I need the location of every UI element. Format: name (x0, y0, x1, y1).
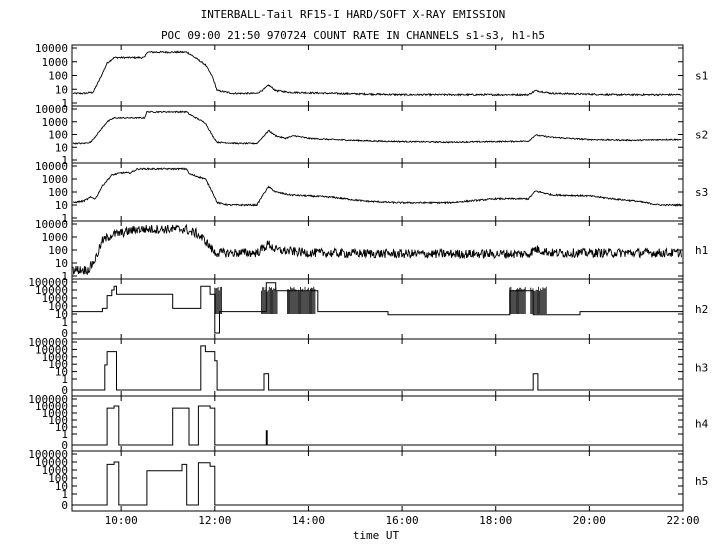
y-tick-label: 1000 (42, 116, 69, 129)
series-h2-burst (214, 286, 222, 314)
series-h4 (72, 405, 683, 446)
panel-frame-s2 (71, 105, 684, 164)
y-tick-label: 1 (61, 373, 68, 386)
y-tick-label: 1 (61, 488, 68, 501)
channel-label-h3: h3 (695, 362, 708, 375)
y-tick-label: 10 (55, 366, 68, 379)
series-h2-burst (530, 286, 547, 314)
y-tick-label: 1000 (42, 173, 69, 186)
series-h2 (72, 282, 683, 334)
y-tick-label: 100 (48, 300, 68, 313)
panel-frame-h4 (71, 395, 684, 452)
y-tick-label: 10 (55, 480, 68, 493)
x-tick-label: 20:00 (573, 514, 606, 527)
y-tick-label: 1000 (42, 351, 69, 364)
panel-frame-h3 (71, 338, 684, 397)
y-tick-label: 100 (48, 186, 68, 199)
y-tick-label: 10000 (35, 284, 68, 297)
y-tick-label: 10000 (35, 218, 68, 231)
y-tick-label: 0 (61, 327, 68, 340)
y-tick-label: 100 (48, 129, 68, 142)
y-tick-label: 100 (48, 472, 68, 485)
panel-frame-s1 (71, 44, 684, 107)
y-tick-label: 1000 (42, 56, 69, 69)
x-tick-label: 22:00 (666, 514, 699, 527)
y-tick-label: 100000 (28, 276, 68, 289)
series-s3 (72, 167, 682, 207)
channel-label-h4: h4 (695, 418, 709, 431)
y-tick-label: 100 (48, 358, 68, 371)
series-s2 (72, 110, 682, 145)
x-tick-label: 12:00 (198, 514, 231, 527)
x-axis-label: time UT (353, 529, 400, 542)
y-tick-label: 1000 (42, 292, 69, 305)
y-tick-label: 10000 (35, 456, 68, 469)
channel-label-s2: s2 (695, 129, 708, 142)
y-tick-label: 100 (48, 70, 68, 83)
y-tick-label: 100000 (28, 336, 68, 349)
channel-label-h2: h2 (695, 303, 708, 316)
series-h5 (72, 461, 683, 506)
y-tick-label: 100000 (28, 448, 68, 461)
x-tick-label: 14:00 (292, 514, 325, 527)
y-tick-label: 1 (61, 212, 68, 225)
y-tick-label: 1000 (42, 464, 69, 477)
y-tick-label: 10000 (35, 42, 68, 55)
channel-label-s3: s3 (695, 186, 708, 199)
y-tick-label: 10 (55, 141, 68, 154)
series-h2-burst (509, 286, 526, 314)
channel-label-s1: s1 (695, 70, 708, 83)
y-tick-label: 1 (61, 428, 68, 441)
x-tick-label: 10:00 (105, 514, 138, 527)
y-tick-label: 1000 (42, 231, 69, 244)
y-tick-label: 10 (55, 199, 68, 212)
x-axis: 10:00 12:00 14:00 16:00 18:00 20:00 22:00 (105, 514, 700, 527)
chart-subtitle: POC 09:00 21:50 970724 COUNT RATE IN CHA… (161, 29, 545, 42)
panel-frame-h5 (71, 450, 684, 512)
y-tick-label: 100 (48, 244, 68, 257)
y-tick-label: 0 (61, 439, 68, 452)
y-tick-label: 10 (55, 257, 68, 270)
panels-group: 100001000100101s1100001000100101s2100001… (28, 42, 708, 512)
series-h2-burst (287, 286, 316, 314)
y-tick-label: 100 (48, 414, 68, 427)
y-tick-label: 1 (61, 154, 68, 167)
y-tick-label: 1 (61, 270, 68, 283)
y-tick-label: 10000 (35, 343, 68, 356)
series-s1 (72, 50, 682, 97)
panel-frame-h2 (71, 278, 684, 340)
y-tick-label: 0 (61, 499, 68, 512)
channel-label-h5: h5 (695, 475, 708, 488)
x-tick-label: 16:00 (386, 514, 419, 527)
y-tick-label: 0 (61, 384, 68, 397)
panel-frame-s3 (71, 162, 684, 222)
series-h1 (72, 223, 682, 276)
y-tick-label: 10 (55, 83, 68, 96)
y-tick-label: 10000 (35, 160, 68, 173)
y-tick-label: 10 (55, 308, 68, 321)
y-tick-label: 1000 (42, 407, 69, 420)
series-h3 (72, 345, 683, 391)
y-tick-label: 10 (55, 421, 68, 434)
y-tick-label: 10000 (35, 103, 68, 116)
y-tick-label: 1 (61, 97, 68, 110)
x-tick-label: 18:00 (479, 514, 512, 527)
y-tick-label: 10000 (35, 400, 68, 413)
series-h2-burst (261, 286, 278, 314)
chart-title: INTERBALL-Tail RF15-I HARD/SOFT X-RAY EM… (201, 8, 506, 21)
y-tick-label: 100000 (28, 393, 68, 406)
y-tick-label: 1 (61, 316, 68, 329)
channel-label-h1: h1 (695, 244, 708, 257)
